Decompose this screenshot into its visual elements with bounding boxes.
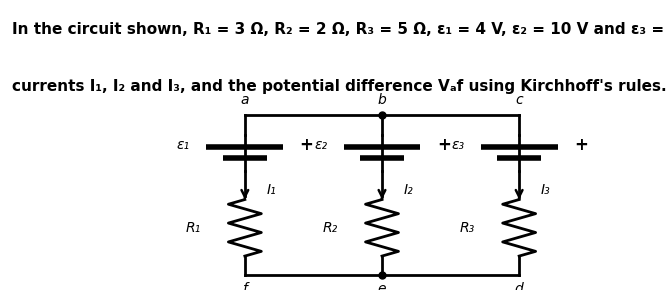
Text: +: + <box>574 136 588 154</box>
Text: R₃: R₃ <box>460 221 475 235</box>
Text: a: a <box>241 93 249 107</box>
Text: +: + <box>300 136 314 154</box>
Text: e: e <box>378 282 386 290</box>
Text: c: c <box>515 93 523 107</box>
Text: R₂: R₂ <box>323 221 338 235</box>
Text: R₁: R₁ <box>186 221 201 235</box>
Text: b: b <box>377 93 387 107</box>
Text: +: + <box>437 136 451 154</box>
Text: currents I₁, I₂ and I₃, and the potential difference Vₐf using Kirchhoff's rules: currents I₁, I₂ and I₃, and the potentia… <box>12 79 667 94</box>
Text: ε₃: ε₃ <box>451 138 464 152</box>
Text: I₁: I₁ <box>267 183 276 197</box>
Text: ε₂: ε₂ <box>314 138 327 152</box>
Text: I₂: I₂ <box>404 183 413 197</box>
Text: d: d <box>514 282 524 290</box>
Text: In the circuit shown, R₁ = 3 Ω, R₂ = 2 Ω, R₃ = 5 Ω, ε₁ = 4 V, ε₂ = 10 V and ε₃ =: In the circuit shown, R₁ = 3 Ω, R₂ = 2 Ω… <box>12 22 669 37</box>
Text: f: f <box>242 282 248 290</box>
Text: I₃: I₃ <box>541 183 551 197</box>
Text: ε₁: ε₁ <box>177 138 190 152</box>
